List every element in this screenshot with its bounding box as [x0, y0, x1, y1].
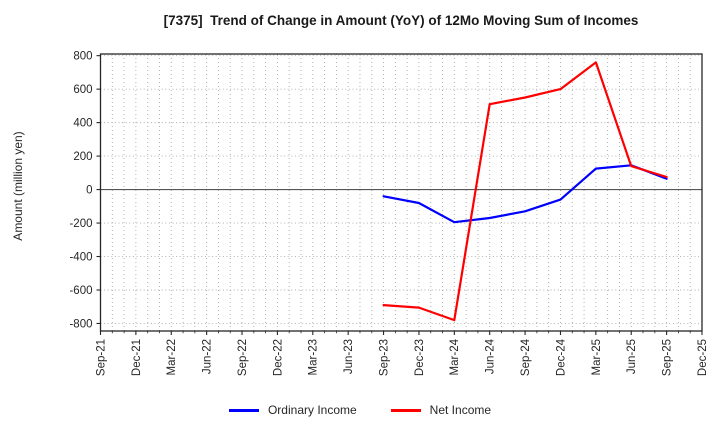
x-tick-label: Sep-25: [662, 339, 674, 376]
y-tick-label: -200: [69, 218, 92, 230]
x-tick-label: Jun-22: [202, 339, 214, 374]
x-tick-label: Sep-23: [378, 339, 390, 376]
x-tick-label: Dec-25: [697, 339, 709, 376]
y-tick-label: 0: [86, 185, 92, 197]
y-tick-label: 800: [73, 51, 92, 63]
x-tick-label: Jun-24: [485, 338, 497, 374]
y-tick-label: 200: [73, 151, 92, 163]
x-tick-label: Mar-23: [308, 339, 320, 375]
y-tick-label: -800: [69, 318, 92, 330]
x-tick-label: Dec-21: [131, 339, 143, 376]
series-line-ordinary-income: [382, 164, 668, 224]
legend: Ordinary Income Net Income: [0, 403, 720, 417]
x-tick-label: Dec-23: [414, 339, 426, 376]
red-line-swatch-icon: [390, 408, 421, 412]
x-tick-label: Mar-25: [591, 339, 603, 375]
y-tick-label: -400: [69, 252, 92, 264]
x-tick-label: Mar-24: [449, 338, 461, 375]
legend-item-net-income: Net Income: [390, 403, 492, 417]
legend-label-net-income: Net Income: [429, 403, 492, 417]
x-tick-label: Jun-23: [343, 339, 355, 374]
gridlines: [100, 54, 703, 331]
axes: [96, 53, 703, 335]
y-axis-label: Amount (million yen): [11, 131, 25, 241]
y-tick-label: 400: [73, 118, 92, 130]
series-lines: [382, 61, 668, 322]
blue-line-swatch-icon: [228, 408, 259, 412]
chart-title: [7375] Trend of Change in Amount (YoY) o…: [163, 13, 639, 28]
x-tick-label: Jun-25: [626, 339, 638, 374]
x-tick-label: Sep-24: [520, 338, 532, 376]
x-tick-label: Dec-24: [555, 338, 567, 376]
legend-label-ordinary-income: Ordinary Income: [267, 403, 357, 417]
y-tick-label: 600: [73, 84, 92, 96]
x-tick-label: Sep-22: [237, 339, 249, 376]
y-tick-label: -600: [69, 285, 92, 297]
plot-border: [99, 53, 703, 332]
series-line-net-income: [382, 61, 668, 322]
legend-item-ordinary-income: Ordinary Income: [228, 403, 357, 417]
x-tick-label: Dec-22: [272, 339, 284, 376]
x-tick-label: Mar-22: [166, 339, 178, 375]
x-tick-label: Sep-21: [95, 339, 107, 376]
